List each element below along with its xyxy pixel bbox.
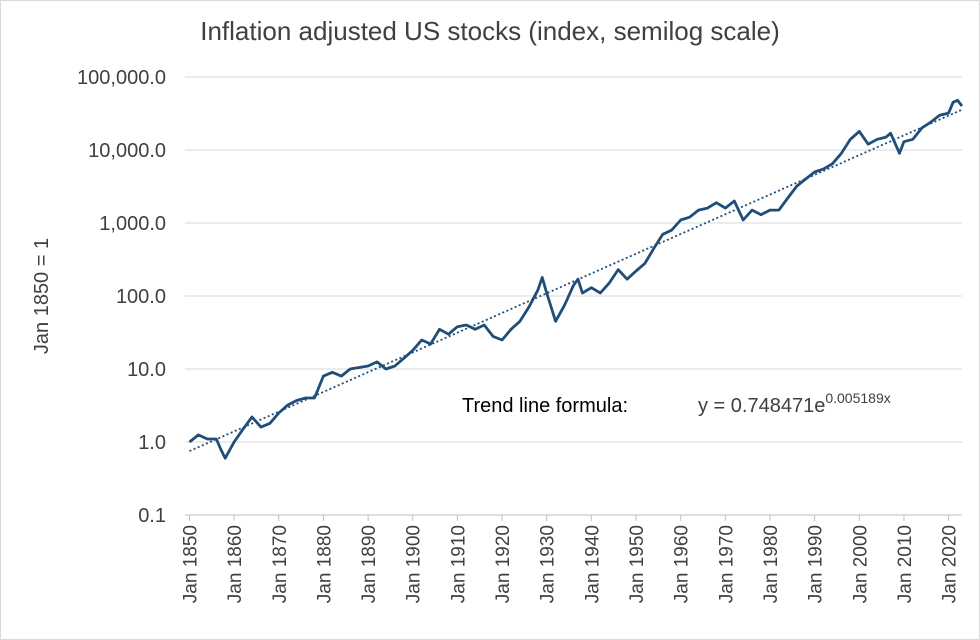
x-tick-label: Jan 1930 — [538, 525, 559, 603]
x-tick-label: Jan 1920 — [493, 525, 514, 603]
y-tick-label: 100.0 — [116, 286, 166, 308]
x-tick-label: Jan 1940 — [582, 525, 603, 603]
x-tick-label: Jan 2020 — [940, 525, 961, 603]
x-tick-label: Jan 1890 — [359, 525, 380, 603]
x-tick-label: Jan 1910 — [448, 525, 469, 603]
y-tick-label: 0.1 — [138, 505, 166, 527]
y-tick-label: 10.0 — [127, 359, 166, 381]
y-axis-label: Jan 1850 = 1 — [31, 238, 53, 354]
x-tick-label: Jan 1900 — [404, 525, 425, 603]
x-tick-label: Jan 1880 — [314, 525, 335, 603]
x-tick-label: Jan 1960 — [672, 525, 693, 603]
y-tick-label: 1,000.0 — [99, 213, 166, 235]
annotation-label: Trend line formula: — [462, 395, 628, 417]
x-tick-label: Jan 1970 — [716, 525, 737, 603]
x-tick-label: Jan 2010 — [895, 525, 916, 603]
y-tick-label: 100,000.0 — [77, 67, 166, 89]
x-tick-label: Jan 2000 — [850, 525, 871, 603]
x-tick-label: Jan 1860 — [225, 525, 246, 603]
annotation-formula: y = 0.748471e0.005189x — [698, 390, 891, 417]
y-tick-label: 1.0 — [138, 432, 166, 454]
x-tick-label: Jan 1980 — [761, 525, 782, 603]
data-line — [188, 98, 964, 460]
x-tick-label: Jan 1850 — [180, 525, 201, 603]
x-tick-label: Jan 1950 — [627, 525, 648, 603]
x-tick-label: Jan 1990 — [806, 525, 827, 603]
trend-line — [189, 108, 963, 452]
y-tick-label: 10,000.0 — [88, 140, 166, 162]
x-tick-label: Jan 1870 — [270, 525, 291, 603]
chart-title: Inflation adjusted US stocks (index, sem… — [200, 16, 780, 46]
formula-exponent: 0.005189x — [825, 390, 890, 406]
formula-base: y = 0.748471e — [698, 395, 825, 417]
